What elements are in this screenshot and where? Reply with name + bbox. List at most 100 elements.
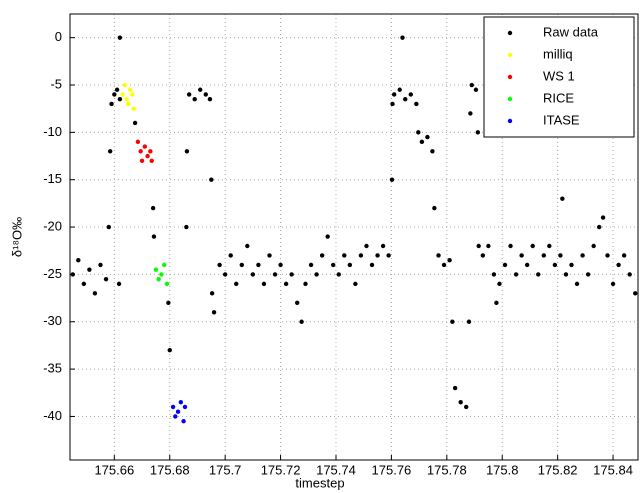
data-point: [375, 253, 380, 258]
data-point: [217, 262, 222, 268]
x-tick-label: 175.8: [486, 462, 519, 477]
data-point: [166, 300, 171, 306]
data-point: [120, 92, 125, 97]
data-point: [605, 253, 610, 258]
data-point: [131, 106, 136, 111]
legend-marker: [507, 52, 513, 58]
y-tick-label: -40: [43, 408, 62, 423]
data-point: [211, 310, 217, 315]
legend-marker: [507, 30, 513, 36]
data-point: [203, 92, 208, 97]
data-point: [403, 97, 408, 102]
y-tick-label: -10: [43, 124, 62, 139]
data-point: [267, 253, 272, 258]
data-point: [272, 272, 278, 277]
y-axis-label: δ¹⁸O‰: [9, 217, 24, 257]
data-point: [239, 262, 244, 268]
data-point: [475, 130, 481, 135]
data-point: [299, 319, 304, 324]
data-point: [358, 253, 364, 258]
data-point: [184, 224, 189, 230]
data-point: [397, 87, 402, 92]
data-point: [466, 319, 472, 324]
data-point: [364, 243, 369, 249]
y-tick-label: -30: [43, 313, 62, 328]
legend-label: Raw data: [543, 24, 599, 39]
x-tick-label: 175.72: [261, 462, 301, 477]
data-point: [92, 291, 98, 296]
data-point: [209, 291, 215, 296]
data-point: [530, 243, 535, 249]
data-point: [125, 101, 131, 107]
data-point: [408, 92, 413, 97]
data-point: [476, 243, 481, 249]
data-point: [513, 272, 519, 277]
data-point: [76, 257, 81, 263]
data-point: [153, 267, 159, 272]
data-point: [432, 205, 437, 211]
data-point: [156, 276, 161, 282]
data-point: [148, 149, 153, 154]
x-tick-label: 175.7: [209, 462, 242, 477]
data-point: [103, 276, 109, 282]
data-point: [430, 149, 435, 154]
data-point: [452, 385, 458, 391]
data-point: [380, 243, 386, 249]
data-point: [142, 144, 148, 149]
data-point: [124, 97, 129, 102]
x-tick-label: 175.74: [316, 462, 356, 477]
data-point: [450, 319, 455, 324]
y-tick-label: -25: [43, 266, 62, 281]
data-point: [289, 272, 294, 277]
data-point: [181, 418, 186, 424]
data-point: [145, 153, 150, 159]
data-point: [139, 158, 145, 163]
data-point: [151, 234, 157, 239]
y-tick-label: -20: [43, 218, 62, 233]
data-point: [414, 101, 419, 107]
legend-marker: [507, 118, 513, 124]
data-point: [98, 262, 103, 268]
data-point: [303, 281, 308, 287]
data-point: [342, 253, 347, 258]
x-tick-label: 175.78: [427, 462, 467, 477]
data-point: [447, 257, 452, 263]
data-point: [117, 97, 123, 102]
data-point: [184, 149, 190, 154]
data-point: [591, 243, 596, 249]
data-point: [425, 134, 430, 140]
data-point: [70, 272, 75, 277]
data-point: [486, 243, 491, 249]
data-point: [117, 35, 123, 40]
data-point: [87, 267, 92, 272]
data-point: [468, 111, 473, 116]
data-point: [480, 253, 486, 258]
data-point: [536, 272, 541, 277]
data-point: [458, 400, 463, 405]
data-point: [558, 253, 563, 258]
legend-label: ITASE: [543, 112, 580, 127]
legend-marker: [507, 96, 513, 102]
data-point: [109, 101, 114, 107]
data-point: [222, 272, 228, 277]
data-point: [391, 92, 397, 97]
data-point: [585, 272, 591, 277]
data-point: [319, 253, 325, 258]
data-point: [209, 177, 214, 182]
data-point: [473, 87, 479, 92]
x-tick-label: 175.84: [593, 462, 633, 477]
data-point: [469, 82, 474, 88]
data-point: [400, 35, 405, 40]
data-point: [192, 97, 197, 102]
data-point: [390, 101, 395, 107]
data-point: [278, 262, 283, 268]
data-point: [336, 272, 341, 277]
data-point: [114, 87, 120, 92]
data-point: [314, 272, 319, 277]
data-point: [112, 92, 117, 97]
data-point: [162, 262, 167, 268]
x-tick-label: 175.82: [538, 462, 578, 477]
data-point: [207, 97, 213, 102]
data-point: [627, 272, 632, 277]
